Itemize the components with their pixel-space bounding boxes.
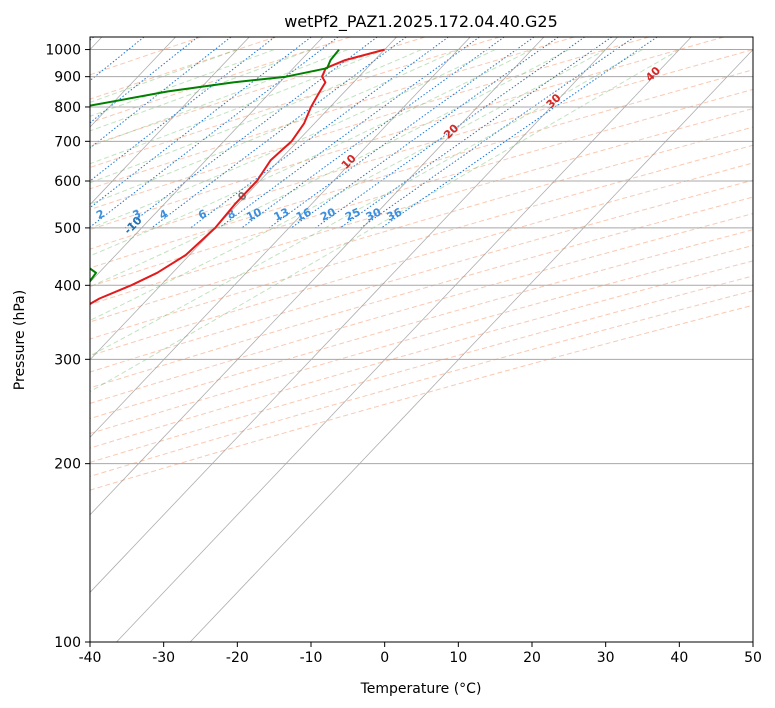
moist-adiabat [90, 49, 459, 205]
dry-adiabat [90, 290, 753, 477]
mixing-ratio-label: 16 [294, 205, 314, 223]
mixing-ratio-line [90, 37, 145, 82]
mixing-ratio-line [381, 37, 658, 229]
x-tick-label: 50 [744, 650, 762, 666]
chart-title: wetPf2_PAZ1.2025.172.04.40.G25 [284, 12, 558, 32]
moist-adiabat [90, 49, 348, 148]
mixing-ratio-line [90, 37, 339, 228]
dry-adiabat [90, 49, 753, 250]
mixing-ratio-label: 10 [244, 205, 264, 223]
mixing-ratio-line [190, 37, 449, 229]
y-tick-label: 400 [54, 278, 81, 294]
mixing-ratio-line [90, 37, 312, 209]
dry-adiabat [90, 37, 351, 124]
isotherm [116, 37, 692, 642]
dry-adiabat [90, 244, 753, 435]
isotherm [90, 37, 618, 593]
dry-adiabat [90, 179, 753, 373]
moist-adiabat [90, 49, 533, 257]
y-axis-label: Pressure (hPa) [12, 290, 28, 390]
isotherm [90, 37, 545, 516]
dry-adiabat [90, 37, 426, 147]
dry-adiabat [90, 126, 753, 323]
moist-adiabat [90, 49, 606, 321]
mixing-ratio-line [339, 37, 613, 229]
y-tick-label: 100 [54, 635, 81, 651]
isotherm-label-warm: 40 [643, 64, 663, 84]
dry-adiabat [90, 229, 753, 420]
dry-adiabat [90, 162, 753, 357]
y-tick-label: 900 [54, 70, 81, 86]
y-tick-label: 800 [54, 100, 81, 116]
dry-adiabat [90, 260, 753, 449]
dry-adiabat [90, 304, 753, 491]
mixing-ratio-line [90, 37, 95, 41]
moist-adiabat [90, 49, 680, 393]
isotherm-label: -20 [25, 238, 48, 261]
y-tick-label: 700 [54, 134, 81, 150]
mixing-ratio-line [315, 37, 585, 229]
moist-adiabat [90, 49, 385, 165]
x-tick-label: 30 [597, 650, 615, 666]
mixing-ratio-label: 25 [343, 206, 362, 224]
dry-adiabat [90, 196, 753, 389]
dry-adiabat [90, 37, 650, 211]
mixing-ratio-label: 1 [35, 207, 47, 222]
x-tick-label: 10 [449, 650, 467, 666]
dry-adiabat [90, 37, 575, 190]
y-tick-label: 600 [54, 174, 81, 190]
series-temperature-line [90, 48, 385, 306]
moist-adiabat [90, 49, 238, 103]
dry-adiabat [90, 213, 753, 404]
x-axis-label: Temperature (°C) [360, 681, 482, 697]
isotherm-label-warm: 30 [544, 91, 564, 111]
isotherm [90, 37, 471, 438]
x-tick-label: -40 [79, 650, 102, 666]
x-tick-label: -10 [300, 650, 323, 666]
dry-adiabat [90, 37, 724, 231]
mixing-ratio-label: 0.6 [0, 204, 13, 224]
mixing-ratio-label: 13 [272, 206, 291, 224]
mixing-ratio-line [90, 37, 199, 124]
dry-adiabat [90, 108, 753, 305]
y-tick-label: 1000 [45, 43, 81, 59]
mixing-ratio-label: 20 [318, 205, 338, 223]
mixing-ratio-line [360, 37, 635, 229]
x-tick-label: -30 [152, 650, 175, 666]
y-tick-label: 300 [54, 352, 81, 368]
isotherm [90, 37, 250, 206]
moist-adiabat [90, 49, 275, 117]
series-dewpoint-line [90, 48, 340, 283]
moist-adiabat [90, 49, 570, 288]
dry-adiabat [90, 69, 753, 269]
mixing-ratio-label: 6 [196, 207, 209, 222]
dry-adiabat [90, 37, 201, 76]
mixing-ratio-line [90, 37, 232, 149]
isotherm [90, 37, 397, 361]
mixing-ratio-line [268, 37, 535, 229]
isotherm [90, 37, 324, 283]
dry-adiabat [90, 144, 753, 340]
y-tick-label: 500 [54, 221, 81, 237]
mixing-ratio-label: 30 [364, 205, 384, 223]
plot-frame [89, 36, 754, 643]
isotherm [189, 48, 753, 642]
mixing-ratio-label: 2 [94, 207, 106, 222]
x-tick-label: 40 [670, 650, 688, 666]
x-tick-label: 0 [380, 650, 389, 666]
y-tick-label: 200 [54, 457, 81, 473]
dry-adiabat [90, 88, 753, 287]
x-tick-label: -20 [226, 650, 249, 666]
dry-adiabat [90, 275, 753, 463]
mixing-ratio-label: 36 [385, 205, 405, 223]
moist-adiabat [90, 49, 312, 132]
mixing-ratio-label: 4 [157, 207, 170, 222]
x-tick-label: 20 [523, 650, 541, 666]
mixing-ratio-line [90, 37, 276, 182]
